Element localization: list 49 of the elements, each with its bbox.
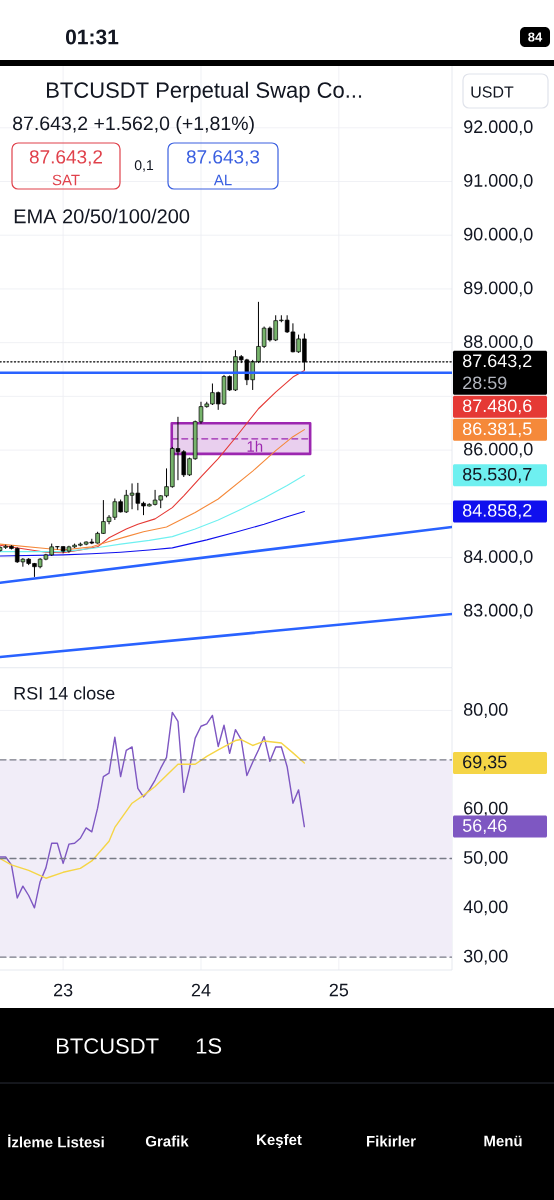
text: 56,46 [462,819,507,835]
text: İzleme Listesi [8,1134,104,1148]
annotation: 0,1 [134,160,154,172]
y-tick-label: 88.000,0 [463,335,533,351]
text: BTCUSDT Perpetual Swap Co... [47,81,362,103]
text: USDT [471,86,514,98]
y-tick-label: 60,00 [464,801,508,817]
y-tick-label: 91.000,0 [464,174,533,189]
text: Keşfet [257,1134,302,1148]
y-tick-label: 80,00 [463,703,508,718]
ref-line-label: 50,00 [463,851,508,866]
text: 01:31 [65,29,119,45]
text: 69,35 [463,755,507,771]
annotation: 87.643,2 [29,150,103,166]
text: 87.643,2 +1.562,0 (+1,81%) [13,115,254,135]
text: 1S [196,1038,222,1054]
line-series [0,510,305,557]
text: Fikirler [366,1135,416,1147]
annotation: SAT [52,174,80,186]
text: BTCUSDT [57,1038,159,1054]
series-label: 1h [247,440,263,452]
line-series [0,711,306,909]
y-tick-label: 83.000,0 [463,603,533,619]
text: Grafik [145,1135,189,1147]
x-tick-label: 24 [191,983,211,997]
y-tick-label: 86.000,0 [463,442,533,458]
text: 84.858,2 [462,503,532,519]
annotation: EMA 20/50/100/200 [14,208,190,224]
y-tick-label: 92.000,0 [464,120,533,136]
annotation: 87.643,3 [186,150,260,166]
text: 86.381,5 [462,422,532,438]
text: Menü [484,1135,522,1147]
text: RSI 14 close [14,686,115,700]
text: 87.480,6 [462,399,532,415]
text: 85.530,7 [462,467,532,483]
y-tick-label: 89.000,0 [463,281,533,297]
text: 28:59 [463,376,507,390]
line-series [0,370,305,554]
y-tick-label: 84.000,0 [463,550,533,565]
y-tick-label: 90.000,0 [464,227,533,243]
x-tick-label: 25 [329,983,349,997]
ref-line-label: 87.643,2 [462,354,532,370]
x-tick-label: 23 [54,983,73,997]
line-series [0,738,306,879]
annotation: AL [213,174,232,186]
y-tick-label: 40,00 [463,900,508,916]
ref-line-label: 30,00 [463,949,508,965]
line-series [0,474,305,553]
text: 84 [528,32,543,42]
